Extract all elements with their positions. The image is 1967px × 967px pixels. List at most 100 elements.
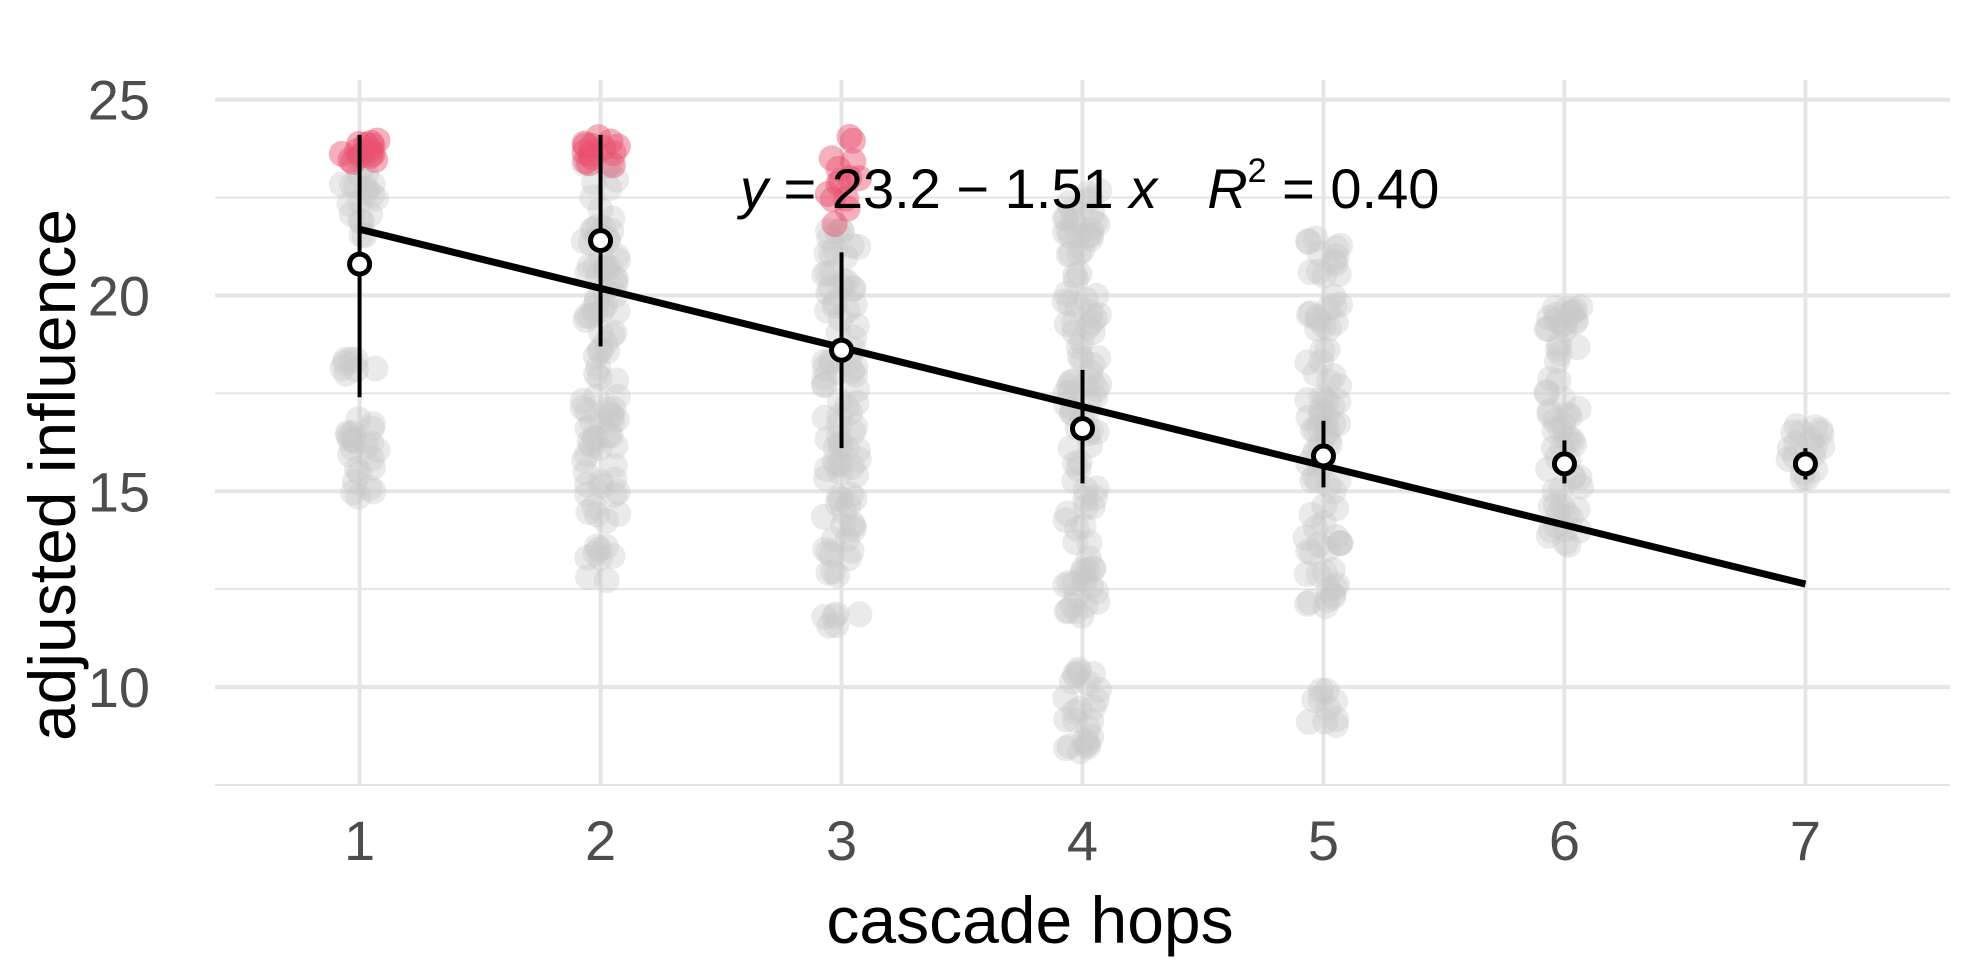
data-point [1297,300,1324,327]
data-point [820,526,847,553]
data-point [1083,686,1110,713]
highlight-point [825,155,852,182]
data-point [1537,493,1564,520]
data-point [1550,386,1577,413]
data-point [1072,486,1099,513]
data-point [1322,712,1349,739]
highlight-point [836,164,863,191]
y-tick-label: 10 [88,656,150,719]
data-point [1558,300,1585,327]
data-point [1312,421,1339,448]
data-point [1797,427,1824,454]
mean-point [1310,443,1336,469]
data-point [1295,538,1322,565]
data-point [1078,221,1105,248]
data-point [1315,295,1342,322]
data-point [603,243,630,270]
data-point [1323,243,1350,270]
data-point [1075,733,1102,760]
data-point [1066,695,1093,722]
data-point [575,564,602,591]
highlight-point [834,195,861,222]
data-point [1311,492,1338,519]
data-point [604,383,631,410]
data-point [1295,228,1322,255]
data-point [344,456,371,483]
data-point [835,545,862,572]
data-point [817,274,844,301]
data-point [1322,309,1349,336]
data-point [824,451,851,478]
data-point [1541,417,1568,444]
data-point [593,567,620,594]
data-point [830,499,857,526]
data-point [843,462,870,489]
x-tick-label: 3 [826,809,857,872]
data-point [1063,267,1090,294]
data-point [1322,688,1349,715]
data-point [597,422,624,449]
x-axis-title: cascade hops [826,883,1233,957]
x-tick-label: 7 [1790,809,1821,872]
data-point [582,540,609,567]
data-point [1294,387,1321,414]
data-point [601,319,628,346]
data-point [1807,417,1834,444]
mean-point [1070,416,1095,442]
data-point [583,361,610,388]
data-point [810,503,837,530]
data-point [1306,403,1333,430]
data-point [1084,588,1111,615]
highlight-point [604,133,631,160]
data-point [1080,555,1107,582]
data-point [1064,222,1091,249]
data-point [1299,467,1326,494]
data-point [1055,217,1082,244]
data-point [825,412,852,439]
data-point [1319,393,1346,420]
data-point [1057,222,1084,249]
data-point [1079,199,1106,226]
data-point [346,459,373,486]
data-point [1305,306,1332,333]
annotation-x-symbol: x [1126,157,1159,220]
highlight-point [818,145,845,172]
data-point [1542,491,1569,518]
data-point [586,435,613,462]
data-point [1555,401,1582,428]
data-point [599,322,626,349]
data-point [813,240,840,267]
data-point [336,190,363,217]
data-point [582,343,609,370]
data-point [604,298,631,325]
data-point [1051,219,1078,246]
data-point [586,337,613,364]
data-point [1072,476,1099,503]
data-point [576,252,603,279]
data-point [592,533,619,560]
data-point [1562,308,1589,335]
data-point [824,562,851,589]
data-point [1292,524,1319,551]
data-point [350,152,377,179]
data-point [572,306,599,333]
data-point [1065,659,1092,686]
data-point [1308,384,1335,411]
data-point [581,493,608,520]
data-point [604,479,631,506]
mean-point [347,251,373,277]
data-point [1533,315,1560,342]
data-point [1315,315,1342,342]
data-point [1294,590,1321,617]
data-point [345,406,372,433]
data-point [1075,223,1102,250]
data-point [840,516,867,543]
data-point [1071,727,1098,754]
data-point [603,166,630,193]
data-point [1066,449,1093,476]
data-point [1075,314,1102,341]
data-point [593,507,620,534]
data-point [1299,416,1326,443]
data-point [816,225,843,252]
